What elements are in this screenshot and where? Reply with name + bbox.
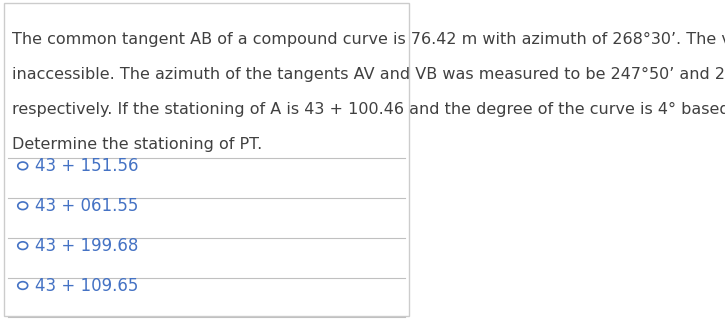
- Text: Determine the stationing of PT.: Determine the stationing of PT.: [12, 137, 262, 152]
- Text: respectively. If the stationing of A is 43 + 100.46 and the degree of the curve : respectively. If the stationing of A is …: [12, 102, 725, 117]
- Text: 43 + 151.56: 43 + 151.56: [35, 157, 138, 175]
- Text: 43 + 061.55: 43 + 061.55: [35, 197, 138, 215]
- Text: The common tangent AB of a compound curve is 76.42 m with azimuth of 268°30’. Th: The common tangent AB of a compound curv…: [12, 32, 725, 47]
- Text: inaccessible. The azimuth of the tangents AV and VB was measured to be 247°50’ a: inaccessible. The azimuth of the tangent…: [12, 67, 725, 82]
- Text: 43 + 109.65: 43 + 109.65: [35, 277, 138, 294]
- Text: 43 + 199.68: 43 + 199.68: [35, 237, 138, 255]
- FancyBboxPatch shape: [4, 3, 409, 316]
